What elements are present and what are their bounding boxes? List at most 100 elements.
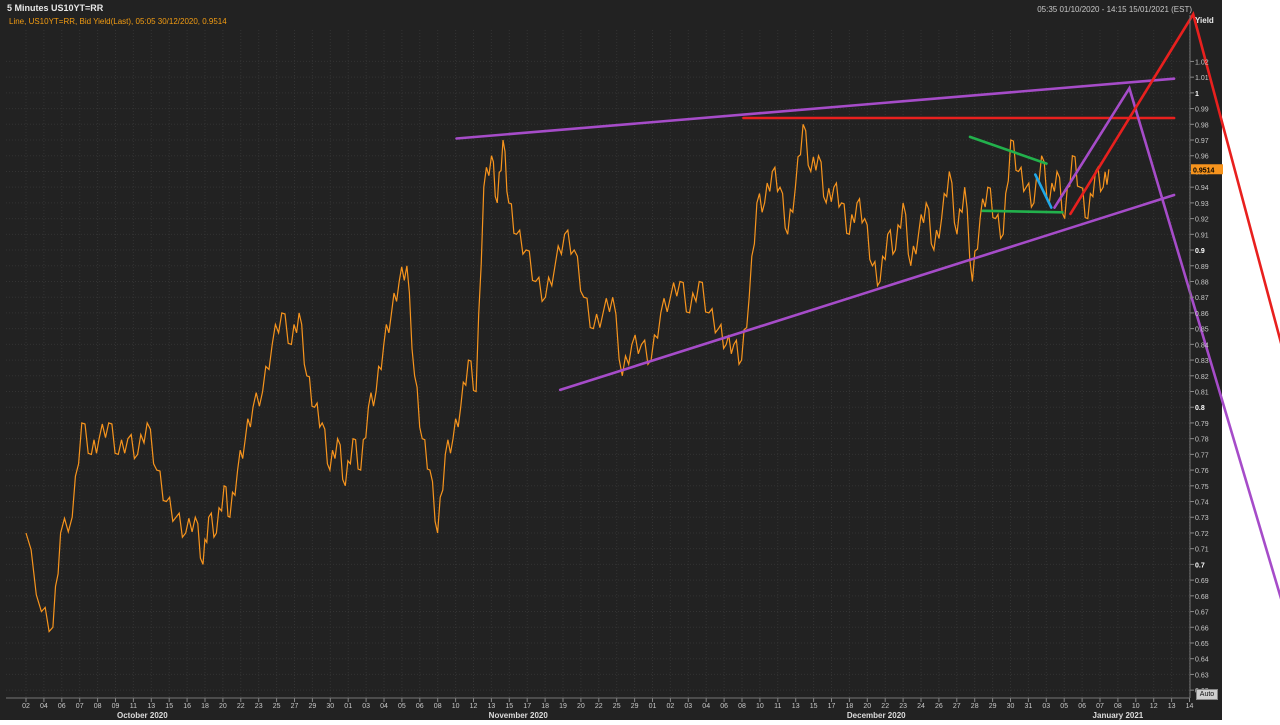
y-tick-label: 0.68 bbox=[1195, 594, 1209, 601]
y-tick-label: 0.87 bbox=[1195, 295, 1209, 302]
y-tick-label: 0.82 bbox=[1195, 374, 1209, 381]
x-tick-label: 03 bbox=[1042, 703, 1050, 710]
x-tick-label: 06 bbox=[720, 703, 728, 710]
x-tick-label: 20 bbox=[219, 703, 227, 710]
x-tick-label: 22 bbox=[595, 703, 603, 710]
y-tick-label: 0.98 bbox=[1195, 122, 1209, 129]
y-tick-label: 0.7 bbox=[1195, 562, 1205, 569]
x-tick-label: 06 bbox=[58, 703, 66, 710]
x-month-label: October 2020 bbox=[117, 711, 168, 720]
x-tick-label: 06 bbox=[416, 703, 424, 710]
x-tick-label: 13 bbox=[1168, 703, 1176, 710]
x-tick-label: 30 bbox=[1007, 703, 1015, 710]
y-tick-label: 0.81 bbox=[1195, 390, 1209, 397]
y-tick-label: 0.8 bbox=[1195, 405, 1205, 412]
x-tick-label: 15 bbox=[165, 703, 173, 710]
x-tick-label: 20 bbox=[863, 703, 871, 710]
y-tick-label: 0.85 bbox=[1195, 327, 1209, 334]
y-tick-label: 0.94 bbox=[1195, 185, 1209, 192]
y-tick-label: 0.97 bbox=[1195, 138, 1209, 145]
x-tick-label: 26 bbox=[935, 703, 943, 710]
y-tick-label: 0.67 bbox=[1195, 610, 1209, 617]
x-tick-label: 04 bbox=[702, 703, 710, 710]
x-tick-label: 18 bbox=[541, 703, 549, 710]
y-tick-label: 1.01 bbox=[1195, 75, 1209, 82]
y-tick-label: 0.73 bbox=[1195, 515, 1209, 522]
x-tick-label: 07 bbox=[76, 703, 84, 710]
y-tick-label: 0.79 bbox=[1195, 421, 1209, 428]
y-tick-label: 0.64 bbox=[1195, 657, 1209, 664]
x-tick-label: 10 bbox=[452, 703, 460, 710]
x-tick-label: 19 bbox=[559, 703, 567, 710]
x-tick-label: 05 bbox=[398, 703, 406, 710]
y-tick-label: 0.84 bbox=[1195, 342, 1209, 349]
x-tick-label: 17 bbox=[828, 703, 836, 710]
x-tick-label: 03 bbox=[362, 703, 370, 710]
y-tick-label: 0.88 bbox=[1195, 279, 1209, 286]
x-tick-label: 29 bbox=[309, 703, 317, 710]
plot-area bbox=[6, 30, 1190, 698]
x-tick-label: 15 bbox=[810, 703, 818, 710]
y-tick-label: 0.76 bbox=[1195, 468, 1209, 475]
y-tick-label: 0.65 bbox=[1195, 641, 1209, 648]
x-tick-label: 13 bbox=[147, 703, 155, 710]
y-tick-label: 0.91 bbox=[1195, 232, 1209, 239]
x-tick-label: 28 bbox=[971, 703, 979, 710]
y-tick-label: 0.69 bbox=[1195, 578, 1209, 585]
x-tick-label: 14 bbox=[1186, 703, 1194, 710]
x-tick-label: 17 bbox=[523, 703, 531, 710]
y-tick-label: 0.92 bbox=[1195, 217, 1209, 224]
x-month-label: December 2020 bbox=[847, 711, 906, 720]
x-tick-label: 10 bbox=[1132, 703, 1140, 710]
x-tick-label: 25 bbox=[613, 703, 621, 710]
y-tick-label: 0.75 bbox=[1195, 484, 1209, 491]
x-tick-label: 29 bbox=[631, 703, 639, 710]
x-tick-label: 25 bbox=[273, 703, 281, 710]
x-tick-label: 10 bbox=[756, 703, 764, 710]
x-tick-label: 02 bbox=[667, 703, 675, 710]
x-tick-label: 01 bbox=[344, 703, 352, 710]
y-tick-label: 0.93 bbox=[1195, 201, 1209, 208]
x-tick-label: 29 bbox=[989, 703, 997, 710]
x-tick-label: 01 bbox=[649, 703, 657, 710]
x-tick-label: 27 bbox=[291, 703, 299, 710]
y-axis-title: Yield bbox=[1195, 16, 1214, 25]
x-tick-label: 27 bbox=[953, 703, 961, 710]
x-tick-label: 16 bbox=[183, 703, 191, 710]
y-tick-label: 0.96 bbox=[1195, 154, 1209, 161]
y-tick-label: 0.99 bbox=[1195, 107, 1209, 114]
x-tick-label: 18 bbox=[201, 703, 209, 710]
x-tick-label: 04 bbox=[380, 703, 388, 710]
last-value-label: 0.9514 bbox=[1193, 167, 1215, 174]
y-tick-label: 0.66 bbox=[1195, 625, 1209, 632]
x-tick-label: 02 bbox=[22, 703, 30, 710]
x-tick-label: 08 bbox=[434, 703, 442, 710]
y-tick-label: 1.02 bbox=[1195, 59, 1209, 66]
time-range: 05:35 01/10/2020 - 14:15 15/01/2021 (EST… bbox=[1037, 5, 1192, 14]
y-tick-label: 0.86 bbox=[1195, 311, 1209, 318]
x-tick-label: 08 bbox=[738, 703, 746, 710]
x-tick-label: 22 bbox=[237, 703, 245, 710]
x-tick-label: 08 bbox=[94, 703, 102, 710]
x-tick-label: 08 bbox=[1114, 703, 1122, 710]
x-tick-label: 03 bbox=[684, 703, 692, 710]
x-tick-label: 20 bbox=[577, 703, 585, 710]
y-tick-label: 0.72 bbox=[1195, 531, 1209, 538]
x-tick-label: 31 bbox=[1025, 703, 1033, 710]
x-tick-label: 30 bbox=[326, 703, 334, 710]
annotation-green-line bbox=[983, 211, 1063, 213]
x-tick-label: 15 bbox=[505, 703, 513, 710]
x-tick-label: 22 bbox=[881, 703, 889, 710]
auto-scale-button[interactable]: Auto bbox=[1196, 689, 1218, 700]
y-tick-label: 0.78 bbox=[1195, 437, 1209, 444]
x-tick-label: 12 bbox=[470, 703, 478, 710]
x-tick-label: 06 bbox=[1078, 703, 1086, 710]
y-tick-label: 0.9 bbox=[1195, 248, 1205, 255]
x-tick-label: 04 bbox=[40, 703, 48, 710]
x-tick-label: 11 bbox=[774, 703, 781, 710]
x-tick-label: 23 bbox=[255, 703, 263, 710]
x-tick-label: 05 bbox=[1060, 703, 1068, 710]
x-month-label: January 2021 bbox=[1093, 711, 1144, 720]
x-tick-label: 13 bbox=[792, 703, 800, 710]
x-tick-label: 13 bbox=[488, 703, 496, 710]
